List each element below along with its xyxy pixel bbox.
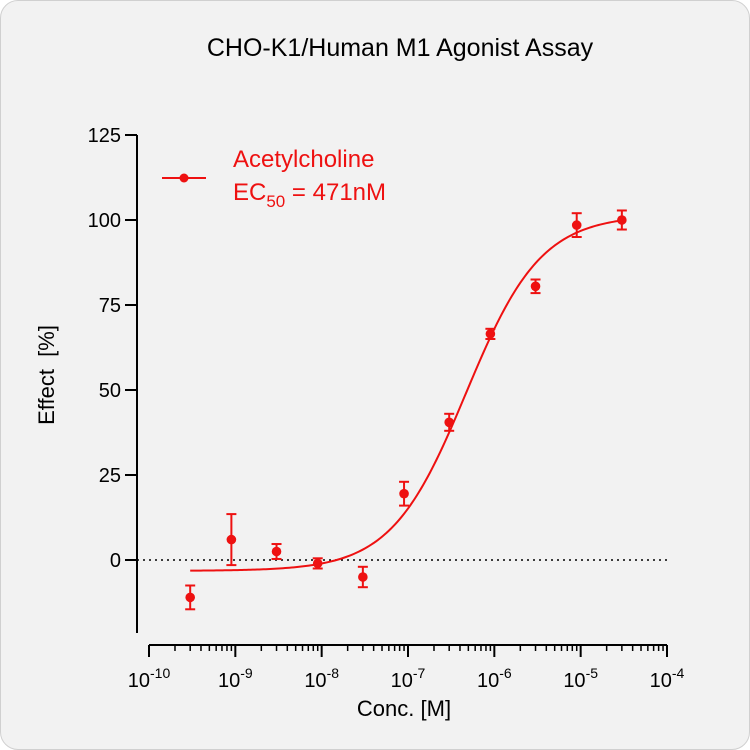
x-tick-label-base: 10 xyxy=(304,670,326,692)
x-tick-label-base: 10 xyxy=(477,670,499,692)
x-tick-label-exponent: -4 xyxy=(672,665,685,681)
x-tick-label-exponent: -10 xyxy=(150,665,170,681)
plot-area xyxy=(137,209,667,611)
data-point xyxy=(358,572,368,582)
chart-title: CHO-K1/Human M1 Agonist Assay xyxy=(207,34,594,62)
data-point xyxy=(312,558,323,569)
y-tick-label: 50 xyxy=(99,380,121,402)
y-axis-label: Effect [%] xyxy=(34,325,59,425)
x-tick-label-exponent: -6 xyxy=(499,665,512,681)
y-tick-label: 0 xyxy=(110,550,121,572)
data-point xyxy=(530,281,541,292)
x-tick-label-base: 10 xyxy=(563,670,585,692)
x-tick-label-exponent: -9 xyxy=(240,665,253,681)
y-tick-label: 25 xyxy=(99,465,121,487)
x-tick-label-base: 10 xyxy=(128,670,150,692)
x-tick-label: 10-8 xyxy=(304,665,339,692)
x-tick-label-base: 10 xyxy=(218,670,240,692)
x-tick-label-base: 10 xyxy=(650,670,672,692)
ec50-annotation: EC50 = 471nM xyxy=(233,179,386,211)
x-tick-label-exponent: -8 xyxy=(327,665,340,681)
y-tick-label: 100 xyxy=(88,210,121,232)
data-point xyxy=(617,215,627,225)
x-tick-label: 10-6 xyxy=(477,665,512,692)
data-point xyxy=(485,329,496,339)
ec50-subscript: 50 xyxy=(266,192,285,211)
ec50-prefix: EC xyxy=(233,179,266,206)
x-tick-label: 10-9 xyxy=(218,665,253,692)
x-tick-label: 10-10 xyxy=(128,665,171,692)
data-point xyxy=(271,546,282,557)
ec50-suffix: = 471nM xyxy=(285,179,386,206)
legend: Acetylcholine EC50 = 471nM xyxy=(162,146,386,211)
data-point xyxy=(444,417,454,428)
x-tick-label-exponent: -5 xyxy=(586,665,599,681)
legend-label-acetylcholine: Acetylcholine xyxy=(233,146,374,173)
x-tick-label: 10-7 xyxy=(391,665,426,692)
data-point xyxy=(226,534,237,545)
data-point xyxy=(185,592,195,603)
x-axis-label: Conc. [M] xyxy=(357,696,451,721)
y-tick-label: 125 xyxy=(88,125,121,147)
x-tick-label-exponent: -7 xyxy=(413,665,426,681)
legend-marker xyxy=(179,173,189,183)
y-tick-label: 75 xyxy=(99,295,121,317)
x-tick-label: 10-5 xyxy=(563,665,598,692)
x-tick-label-base: 10 xyxy=(391,670,413,692)
fit-curve xyxy=(190,219,623,572)
x-tick-label: 10-4 xyxy=(650,665,685,692)
data-point xyxy=(399,488,409,499)
data-point xyxy=(571,220,582,230)
